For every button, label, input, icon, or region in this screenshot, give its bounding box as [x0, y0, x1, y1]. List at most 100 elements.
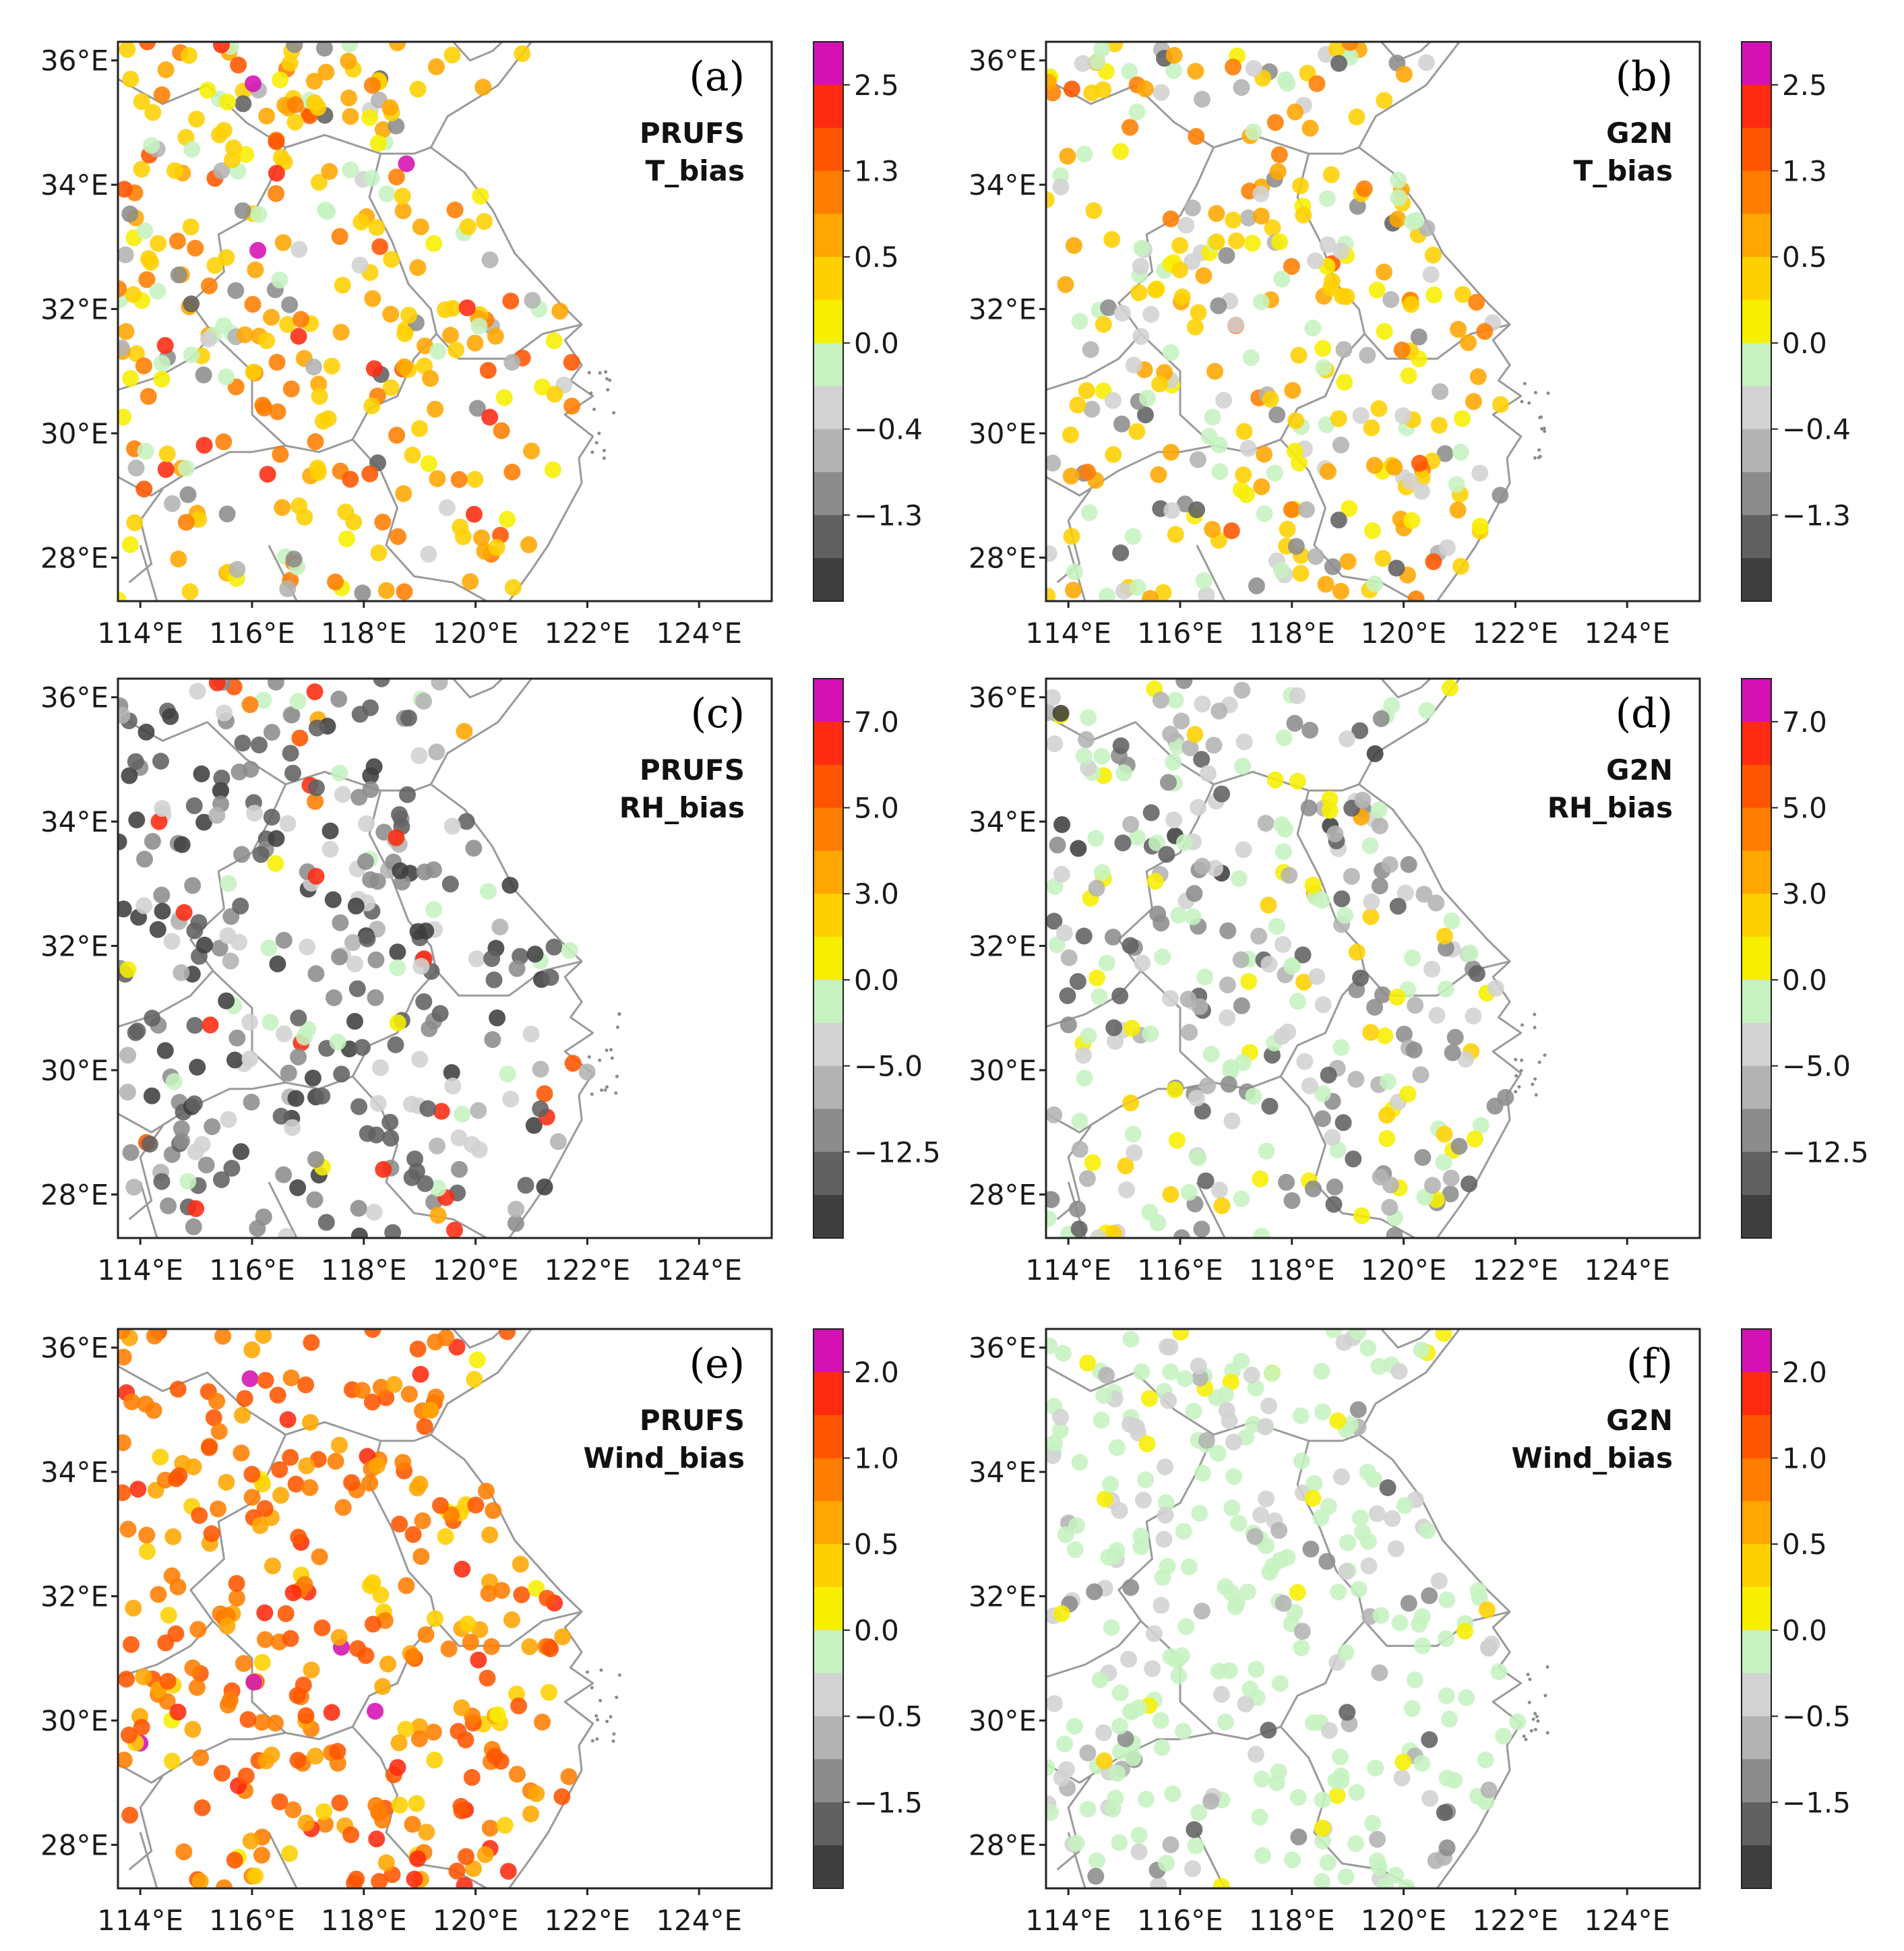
- station-dot: [290, 328, 307, 345]
- station-dot: [508, 960, 526, 977]
- station-dot: [1324, 1129, 1341, 1146]
- variable-label: T_bias: [646, 154, 745, 187]
- station-dot: [1341, 500, 1358, 517]
- station-dot: [1079, 1800, 1097, 1818]
- station-dot: [1332, 1748, 1349, 1766]
- station-dot: [157, 61, 175, 78]
- model-label: PRUFS: [640, 1404, 745, 1437]
- station-dot: [1400, 1594, 1417, 1612]
- station-dot: [362, 871, 379, 888]
- station-dot: [470, 1651, 487, 1669]
- station-dot: [1304, 876, 1322, 894]
- station-dot: [242, 761, 259, 778]
- station-dot: [235, 95, 252, 113]
- station-dot: [153, 86, 171, 104]
- station-dot: [144, 1010, 161, 1027]
- station-dot: [1210, 1181, 1228, 1199]
- station-dot: [1193, 751, 1210, 768]
- station-dot: [267, 1714, 284, 1732]
- station-dot: [1162, 210, 1179, 228]
- station-dot: [474, 78, 492, 96]
- station-dot: [458, 299, 476, 317]
- station-dot: [1405, 1041, 1423, 1059]
- station-dot: [118, 833, 127, 850]
- station-dot: [1079, 1744, 1097, 1762]
- station-dot: [295, 1676, 312, 1694]
- station-dot: [1093, 1411, 1110, 1429]
- colorbar-segment: [813, 1587, 843, 1631]
- station-dot: [1446, 1028, 1464, 1046]
- station-dot: [282, 1369, 300, 1386]
- station-dot: [1322, 166, 1340, 183]
- station-dot: [364, 1329, 381, 1338]
- station-dot: [185, 1218, 202, 1235]
- station-dot: [135, 357, 152, 375]
- model-label: G2N: [1606, 117, 1673, 150]
- island: [1526, 1673, 1530, 1677]
- lat-tick-label: 36°E: [40, 44, 109, 78]
- station-dot: [486, 1747, 503, 1765]
- station-dot: [1150, 466, 1167, 483]
- colorbar-segment: [813, 1371, 843, 1416]
- station-dot: [184, 1721, 202, 1738]
- station-dot: [1080, 1027, 1097, 1045]
- station-dot: [1449, 501, 1467, 519]
- station-dot: [1289, 1789, 1307, 1806]
- lon-tick-label: 118°E: [321, 1253, 407, 1287]
- colorbar-segment: [813, 42, 843, 86]
- station-dot: [404, 1648, 422, 1665]
- station-dot: [560, 1768, 578, 1785]
- station-dot: [467, 1496, 485, 1514]
- station-dot: [1381, 1199, 1399, 1216]
- station-dot: [392, 862, 409, 879]
- station-dot: [331, 1794, 348, 1811]
- station-dot: [1188, 501, 1206, 518]
- colorbar-segment: [1742, 1716, 1771, 1760]
- station-dot: [1122, 815, 1140, 833]
- station-dot: [1121, 63, 1138, 80]
- station-dot: [1163, 502, 1181, 519]
- station-dot: [154, 800, 171, 817]
- station-dot: [275, 931, 293, 949]
- station-dot: [371, 1059, 389, 1076]
- station-dot: [1060, 1016, 1077, 1034]
- station-dot: [239, 1711, 257, 1728]
- province-border: [118, 970, 214, 1028]
- station-dot: [1046, 735, 1064, 753]
- station-dot: [1387, 1866, 1405, 1884]
- station-dot: [334, 276, 351, 294]
- station-dot: [1155, 584, 1172, 601]
- station-dot: [1437, 981, 1454, 998]
- station-dot: [433, 1103, 450, 1120]
- station-dot: [409, 1340, 427, 1358]
- station-dot: [481, 1526, 499, 1544]
- station-dot: [245, 75, 262, 92]
- station-dot: [195, 813, 213, 831]
- station-dot: [324, 891, 342, 908]
- station-dot: [464, 1860, 482, 1878]
- station-dot: [1087, 830, 1105, 847]
- station-dot: [1109, 1764, 1126, 1782]
- station-dot: [226, 1051, 243, 1069]
- station-dot: [1248, 1661, 1265, 1678]
- station-dot: [1419, 1522, 1436, 1539]
- station-dot: [520, 536, 538, 553]
- station-dot: [173, 964, 190, 981]
- station-dot: [1130, 1699, 1147, 1716]
- station-dot: [416, 357, 433, 375]
- station-dot: [153, 371, 171, 388]
- station-dot: [409, 80, 427, 98]
- station-dot: [122, 70, 140, 88]
- station-dot: [181, 583, 199, 600]
- station-dot: [1462, 944, 1479, 962]
- province-border: [368, 153, 582, 360]
- station-dot: [1132, 1527, 1150, 1545]
- station-dot: [1235, 466, 1252, 484]
- station-dot: [1332, 582, 1349, 600]
- station-dot: [427, 400, 444, 418]
- colorbar-segment: [1742, 472, 1771, 516]
- station-dot: [466, 1371, 483, 1388]
- station-dot: [1180, 1558, 1198, 1576]
- station-dot: [1314, 1110, 1331, 1127]
- lat-tick-label: 30°E: [40, 1054, 109, 1087]
